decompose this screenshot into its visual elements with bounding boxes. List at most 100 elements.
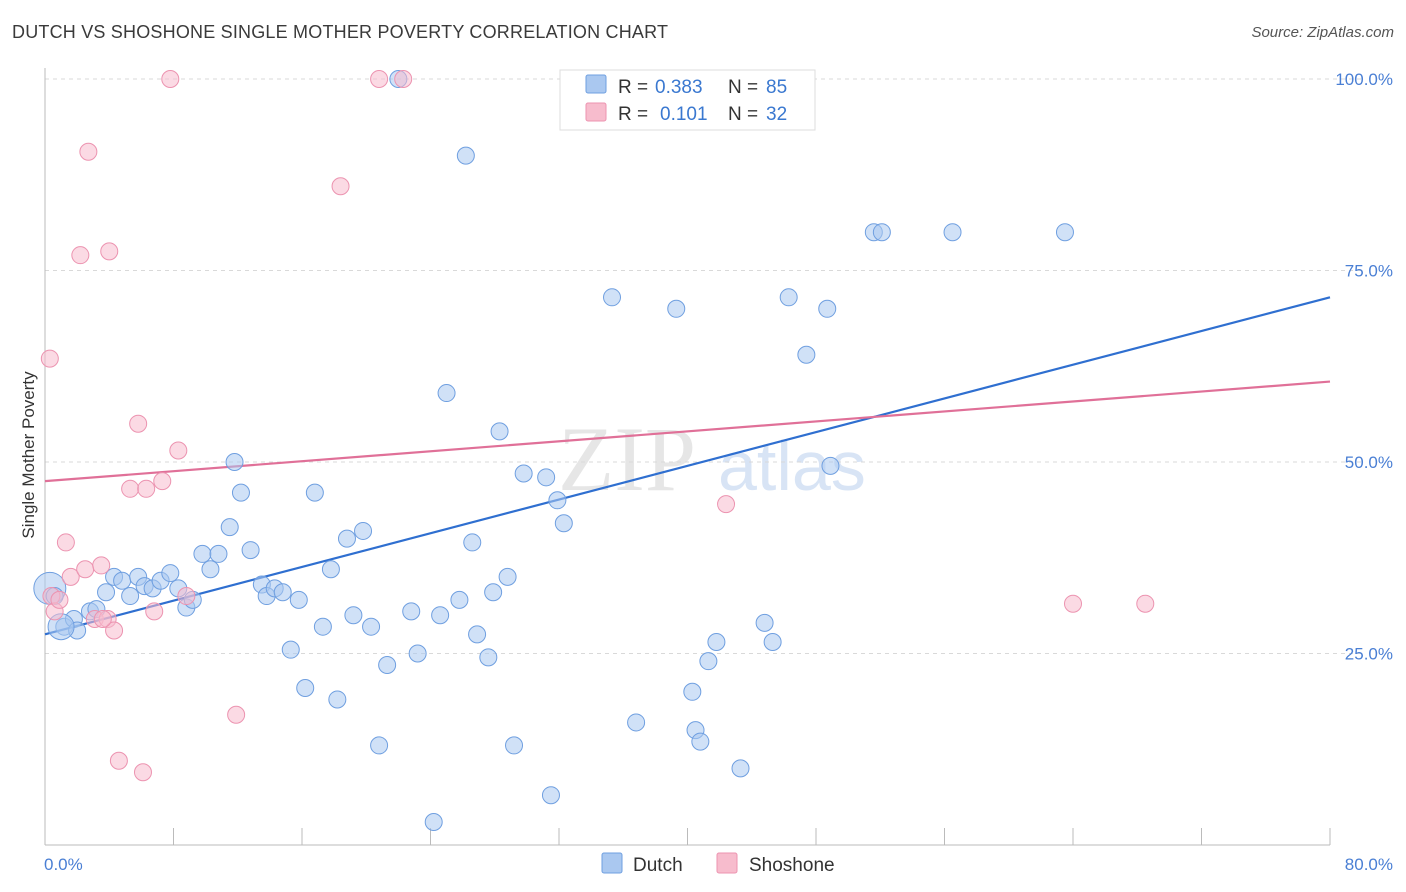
shoshone-trend-line <box>44 380 1331 483</box>
dutch-point <box>289 590 308 609</box>
dutch-point <box>437 384 456 403</box>
shoshone-point <box>121 479 140 498</box>
source-credit: Source: ZipAtlas.com <box>1251 24 1394 41</box>
dutch-point <box>97 583 116 602</box>
series-legend: Dutch Shoshone <box>601 852 835 876</box>
y-tick-labels: 25.0% 50.0% 75.0% 100.0% <box>1335 70 1393 664</box>
dutch-point <box>468 625 487 644</box>
shoshone-point <box>50 590 69 609</box>
bottom-legend-dutch-label: Dutch <box>633 855 683 876</box>
shoshone-point <box>100 242 119 261</box>
shoshone-point <box>40 349 59 368</box>
shoshone-point <box>105 621 124 640</box>
shoshone-point <box>71 246 90 265</box>
shoshone-point <box>76 560 95 579</box>
dutch-point <box>498 567 517 586</box>
shoshone-point <box>129 414 148 433</box>
legend-dutch-swatch <box>585 74 607 94</box>
dutch-point <box>490 422 509 441</box>
shoshone-point <box>370 70 389 88</box>
dutch-point <box>344 606 363 625</box>
x-tick-label-max: 80.0% <box>1345 855 1393 874</box>
shoshone-point <box>137 479 156 498</box>
dutch-point <box>691 732 710 751</box>
dutch-point <box>241 541 260 560</box>
dutch-point <box>821 456 840 475</box>
legend-shoshone-r-label: R = <box>618 104 648 125</box>
dutch-point <box>354 521 373 540</box>
dutch-point <box>337 529 356 548</box>
dutch-point <box>378 655 397 674</box>
dutch-point <box>193 544 212 563</box>
legend-shoshone-swatch <box>585 102 607 122</box>
dutch-point <box>872 223 891 242</box>
y-tick-label: 50.0% <box>1345 453 1393 472</box>
dutch-point <box>209 544 228 563</box>
dutch-point <box>362 617 381 636</box>
dutch-point <box>431 606 450 625</box>
dutch-point <box>231 483 250 502</box>
dutch-point <box>699 652 718 671</box>
dutch-point <box>1055 223 1074 242</box>
dutch-point <box>548 491 567 510</box>
data-points <box>33 70 1155 832</box>
shoshone-point <box>331 177 350 196</box>
dutch-point <box>763 633 782 652</box>
y-axis-title: Single Mother Poverty <box>19 371 38 539</box>
bottom-legend-dutch-swatch <box>601 852 623 874</box>
shoshone-point <box>153 472 172 491</box>
y-tick-label: 75.0% <box>1345 262 1393 281</box>
dutch-point <box>463 533 482 552</box>
y-tick-label: 100.0% <box>1335 70 1393 89</box>
dutch-point <box>667 299 686 318</box>
dutch-point <box>220 518 239 537</box>
shoshone-point <box>93 610 112 629</box>
dutch-point <box>161 564 180 583</box>
shoshone-point <box>161 70 180 88</box>
shoshone-point <box>61 567 80 586</box>
shoshone-point <box>1064 594 1082 613</box>
dutch-point <box>603 288 622 307</box>
legend-shoshone-n-label: N = <box>728 104 758 125</box>
shoshone-point <box>109 751 128 770</box>
correlation-legend: R = 0.383 N = 85 R = 0.101 N = 32 <box>559 69 816 131</box>
dutch-point <box>683 682 702 701</box>
shoshone-point <box>145 602 164 621</box>
dutch-point <box>484 583 503 602</box>
dutch-point <box>296 678 315 697</box>
dutch-point <box>201 560 220 579</box>
dutch-point <box>479 648 498 667</box>
shoshone-point <box>177 587 196 606</box>
legend-shoshone-r-value: 0.101 <box>660 104 708 125</box>
dutch-point <box>505 736 524 755</box>
shoshone-point <box>92 556 111 575</box>
bottom-legend-shoshone-label: Shoshone <box>749 855 835 876</box>
dutch-point <box>554 514 573 533</box>
dutch-point <box>402 602 421 621</box>
dutch-point <box>281 640 300 659</box>
dutch-point <box>818 299 837 318</box>
dutch-point <box>225 453 244 471</box>
shoshone-point <box>169 441 188 460</box>
legend-dutch-n-value: 85 <box>766 77 787 98</box>
legend-shoshone-n-value: 32 <box>766 104 787 125</box>
dutch-point <box>514 464 533 483</box>
grid-lines <box>45 78 1365 654</box>
legend-dutch-n-label: N = <box>728 77 758 98</box>
dutch-point <box>541 786 560 805</box>
dutch-point <box>456 146 475 165</box>
dutch-point <box>113 571 132 590</box>
bottom-legend-shoshone-swatch <box>716 852 738 874</box>
dutch-point <box>779 288 798 307</box>
shoshone-point <box>1136 594 1155 613</box>
shoshone-point <box>133 763 152 782</box>
dutch-point <box>797 345 816 364</box>
dutch-point <box>943 223 962 242</box>
legend-dutch-r-value: 0.383 <box>655 77 703 98</box>
dutch-point <box>755 613 774 632</box>
legend-dutch-r-label: R = <box>618 77 648 98</box>
dutch-point <box>305 483 324 502</box>
dutch-point <box>273 583 292 602</box>
dutch-point <box>707 633 726 652</box>
x-tick-labels: 0.0% 80.0% <box>44 855 1393 874</box>
